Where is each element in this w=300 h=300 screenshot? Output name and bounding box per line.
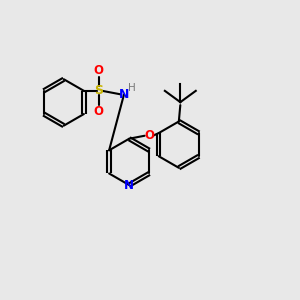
Text: S: S xyxy=(94,84,103,98)
Text: O: O xyxy=(144,129,154,142)
Text: N: N xyxy=(119,88,129,101)
Text: O: O xyxy=(94,105,104,118)
Text: O: O xyxy=(94,64,104,77)
Text: H: H xyxy=(128,83,136,94)
Text: N: N xyxy=(124,179,134,192)
